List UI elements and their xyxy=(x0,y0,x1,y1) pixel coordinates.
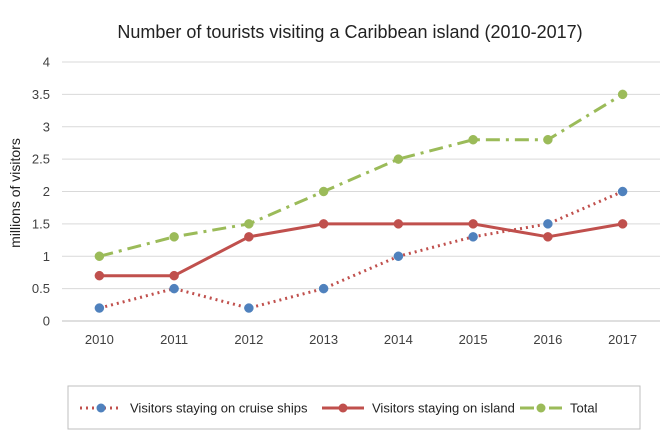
legend-swatch-marker xyxy=(536,403,546,413)
series-2 xyxy=(94,219,628,281)
data-point xyxy=(169,283,179,294)
data-point xyxy=(543,219,553,229)
data-point xyxy=(244,232,254,242)
data-point xyxy=(393,219,404,229)
y-tick-label: 2.5 xyxy=(32,152,50,167)
data-point xyxy=(94,303,105,313)
data-point xyxy=(94,251,105,261)
x-tick-label: 2011 xyxy=(160,332,188,347)
x-tick-label: 2016 xyxy=(533,332,562,347)
data-point xyxy=(318,186,329,197)
data-point xyxy=(244,303,254,313)
legend: Visitors staying on cruise ships Visitors… xyxy=(80,401,598,416)
data-point xyxy=(393,251,404,261)
data-point xyxy=(468,134,478,145)
data-point xyxy=(169,232,179,242)
x-tick-label: 2015 xyxy=(459,332,488,347)
data-point xyxy=(94,270,105,281)
y-tick-label: 3 xyxy=(43,119,50,134)
legend-label: Visitors staying on cruise ships xyxy=(130,401,308,416)
data-point xyxy=(617,186,628,197)
x-tick-label: 2014 xyxy=(384,332,413,347)
data-point xyxy=(318,219,329,229)
y-tick-label: 2 xyxy=(43,184,50,199)
x-axis-ticks: 2010 2011 2012 2013 2014 2015 2016 2017 xyxy=(85,332,637,347)
legend-label: Total xyxy=(570,401,598,416)
data-point xyxy=(617,89,628,100)
data-point xyxy=(543,232,553,242)
series-1 xyxy=(94,186,628,313)
data-point xyxy=(318,283,329,294)
series-3 xyxy=(94,89,628,261)
y-tick-label: 4 xyxy=(43,55,50,70)
y-tick-label: 0.5 xyxy=(32,281,50,296)
y-tick-label: 1.5 xyxy=(32,216,50,231)
data-point xyxy=(617,219,628,229)
legend-item: Total xyxy=(520,401,598,416)
series-lines xyxy=(94,89,628,313)
series-line xyxy=(99,190,624,310)
series-line xyxy=(99,93,624,258)
legend-swatch-marker xyxy=(96,403,106,413)
y-axis-ticks: 0 0.5 1 1.5 2 2.5 3 3.5 4 xyxy=(32,55,50,329)
x-tick-label: 2013 xyxy=(309,332,338,347)
legend-label: Visitors staying on island xyxy=(372,401,515,416)
data-point xyxy=(468,219,478,229)
data-point xyxy=(393,154,404,164)
y-tick-label: 1 xyxy=(43,249,50,264)
y-axis-label: millions of visitors xyxy=(7,138,23,248)
data-point xyxy=(169,270,179,281)
x-tick-label: 2017 xyxy=(608,332,637,347)
y-tick-label: 0 xyxy=(43,314,50,329)
legend-item: Visitors staying on island xyxy=(322,401,515,416)
data-point xyxy=(543,134,553,145)
series-line xyxy=(99,222,623,278)
legend-swatch-marker xyxy=(338,403,348,413)
legend-box xyxy=(67,385,641,430)
grid-lines xyxy=(62,61,660,322)
x-tick-label: 2010 xyxy=(85,332,114,347)
legend-item: Visitors staying on cruise ships xyxy=(80,401,308,416)
y-tick-label: 3.5 xyxy=(32,87,50,102)
chart-title: Number of tourists visiting a Caribbean … xyxy=(117,22,582,42)
data-point xyxy=(244,219,254,229)
data-point xyxy=(468,232,478,242)
x-tick-label: 2012 xyxy=(234,332,263,347)
